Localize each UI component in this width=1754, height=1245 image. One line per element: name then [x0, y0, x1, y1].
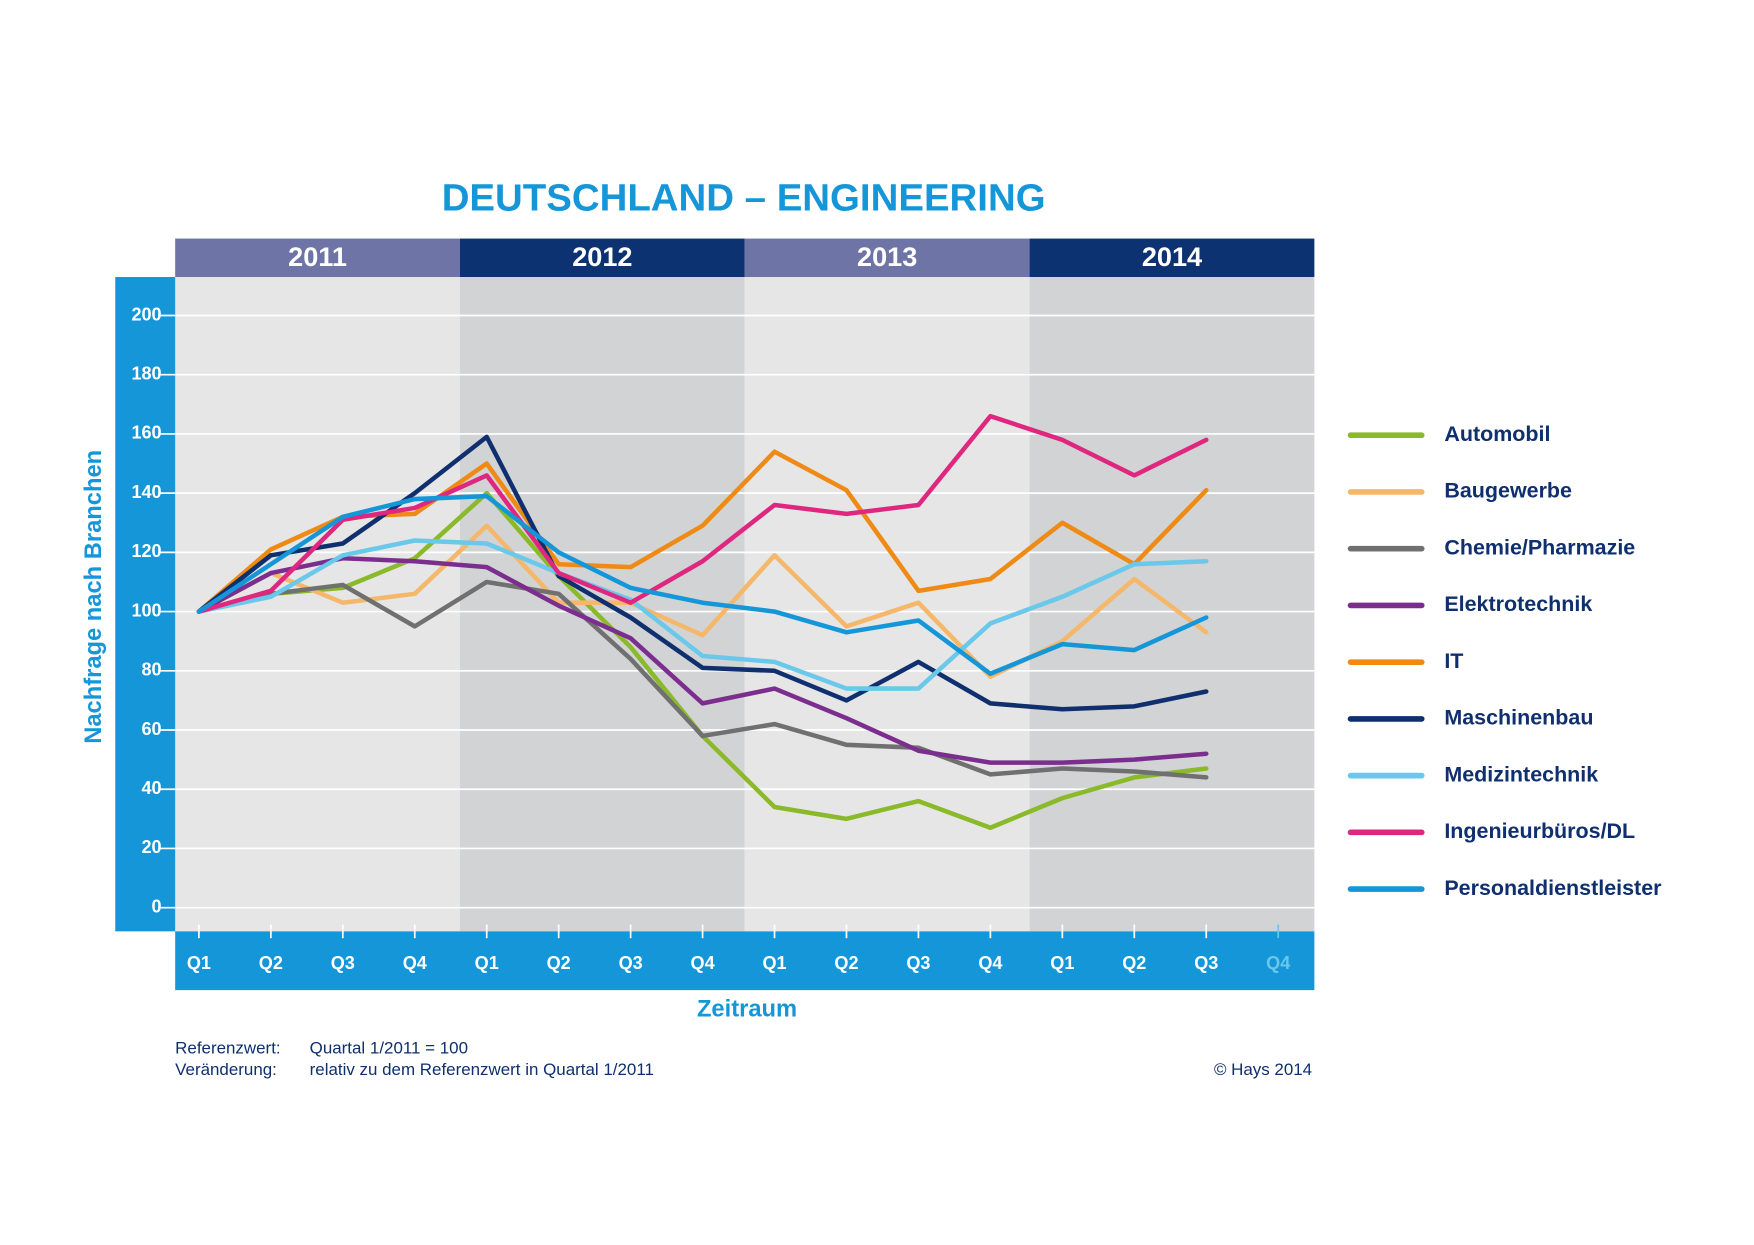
x-tick-label: Q2: [834, 953, 858, 973]
legend-label: IT: [1444, 649, 1463, 673]
y-tick-label: 140: [131, 482, 161, 502]
chart-title: DEUTSCHLAND – ENGINEERING: [442, 176, 1046, 219]
year-label: 2014: [1142, 241, 1202, 272]
year-band: [175, 238, 460, 277]
note-text: Quartal 1/2011 = 100: [310, 1038, 468, 1057]
x-tick-label: Q1: [475, 953, 499, 973]
series-line: [196, 413, 1209, 614]
y-tick-label: 100: [131, 600, 161, 620]
note-label: Referenzwert:: [175, 1038, 280, 1057]
y-tick-label: 40: [142, 778, 162, 798]
y-tick-label: 160: [131, 423, 161, 443]
y-axis-label: Nachfrage nach Branchen: [81, 450, 107, 744]
year-label: 2013: [857, 241, 917, 272]
x-tick-label: Q4: [691, 953, 715, 973]
y-tick-label: 0: [152, 896, 162, 916]
y-tick-label: 200: [131, 304, 161, 324]
legend-label: Baugewerbe: [1444, 479, 1572, 503]
y-axis-bar: [115, 276, 176, 932]
y-tick-label: 60: [142, 719, 162, 739]
year-band: [1029, 238, 1315, 277]
x-tick-label: Q2: [1122, 953, 1146, 973]
series-line: [196, 579, 1209, 780]
year-band: [459, 238, 745, 277]
y-tick-label: 120: [131, 541, 161, 561]
y-tick-label: 20: [142, 837, 162, 857]
copyright: © Hays 2014: [1214, 1060, 1312, 1079]
x-tick-label: Q4: [1266, 953, 1290, 973]
y-tick-label: 180: [131, 363, 161, 383]
series-line: [196, 556, 1209, 765]
legend-label: Personaldienstleister: [1444, 876, 1662, 900]
x-tick-label: Q3: [331, 953, 355, 973]
legend-label: Automobil: [1444, 422, 1550, 446]
y-tick-label: 80: [142, 660, 162, 680]
x-axis-label: Zeitraum: [697, 997, 797, 1023]
note-text: relativ zu dem Referenzwert in Quartal 1…: [310, 1060, 654, 1079]
note-label: Veränderung:: [175, 1060, 277, 1079]
series-line: [196, 434, 1209, 712]
year-band: [744, 238, 1030, 277]
x-tick-label: Q1: [1050, 953, 1074, 973]
x-tick-label: Q4: [978, 953, 1002, 973]
x-tick-label: Q3: [619, 953, 643, 973]
x-tick-label: Q3: [906, 953, 930, 973]
x-axis-bar: [175, 931, 1315, 991]
x-tick-label: Q2: [547, 953, 571, 973]
legend-label: Ingenieurbüros/DL: [1444, 819, 1635, 843]
x-tick-label: Q1: [762, 953, 786, 973]
legend-label: Maschinenbau: [1444, 706, 1593, 730]
x-tick-label: Q2: [259, 953, 283, 973]
legend-label: Elektrotechnik: [1444, 592, 1592, 616]
series-line: [196, 538, 1209, 691]
x-tick-label: Q1: [187, 953, 211, 973]
legend-label: Chemie/Pharmazie: [1444, 535, 1635, 559]
year-label: 2011: [288, 241, 347, 272]
legend-label: Medizintechnik: [1444, 762, 1598, 786]
x-tick-label: Q4: [403, 953, 427, 973]
x-tick-label: Q3: [1194, 953, 1218, 973]
year-label: 2012: [572, 241, 632, 272]
series-line: [196, 493, 1209, 677]
